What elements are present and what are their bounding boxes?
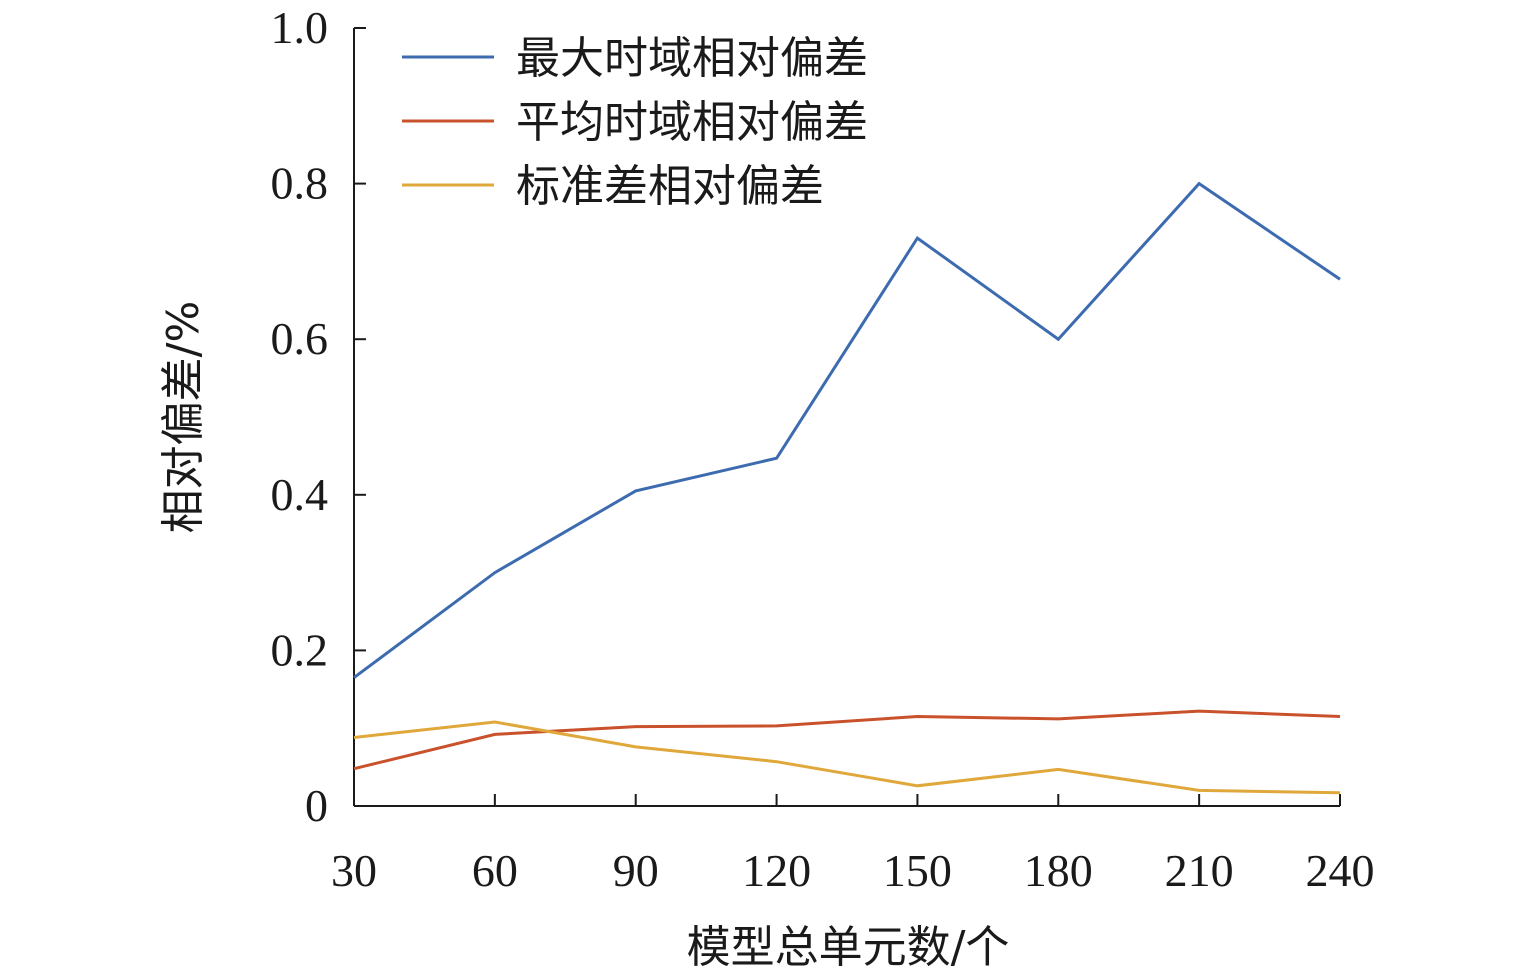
x-ticks: 30 60 90 120 150 180 210 240 bbox=[331, 794, 1375, 896]
y-axis-title: 相对偏差/% bbox=[158, 301, 209, 534]
y-tick-label: 0.6 bbox=[271, 313, 329, 364]
y-ticks: 0 0.2 0.4 0.6 0.8 1.0 bbox=[271, 2, 366, 831]
x-tick-label: 60 bbox=[472, 845, 518, 896]
y-tick-label: 0.8 bbox=[271, 158, 329, 209]
y-tick-label: 1.0 bbox=[271, 2, 329, 53]
x-axis-title: 模型总单元数/个 bbox=[687, 922, 1010, 973]
x-tick-label: 90 bbox=[613, 845, 659, 896]
legend-label-1: 最大时域相对偏差 bbox=[516, 33, 868, 84]
series-line-2 bbox=[353, 709, 1341, 771]
x-tick-label: 180 bbox=[1024, 845, 1093, 896]
axes: 0 0.2 0.4 0.6 0.8 1.0 30 60 90 120 150 180 210 240 bbox=[271, 2, 1375, 896]
x-tick-label: 120 bbox=[742, 845, 811, 896]
x-tick-label: 150 bbox=[883, 845, 952, 896]
x-tick-label: 30 bbox=[331, 845, 377, 896]
legend-label-3: 标准差相对偏差 bbox=[516, 161, 824, 212]
y-tick-label: 0.4 bbox=[271, 469, 329, 520]
series-group bbox=[353, 181, 1341, 795]
series-line-1 bbox=[353, 181, 1341, 679]
y-tick-label: 0.2 bbox=[271, 624, 329, 675]
x-tick-label: 210 bbox=[1165, 845, 1234, 896]
x-tick-label: 240 bbox=[1306, 845, 1375, 896]
series-line-3 bbox=[353, 720, 1341, 795]
legend-label-2: 平均时域相对偏差 bbox=[516, 97, 868, 148]
y-tick-label: 0 bbox=[305, 780, 328, 831]
